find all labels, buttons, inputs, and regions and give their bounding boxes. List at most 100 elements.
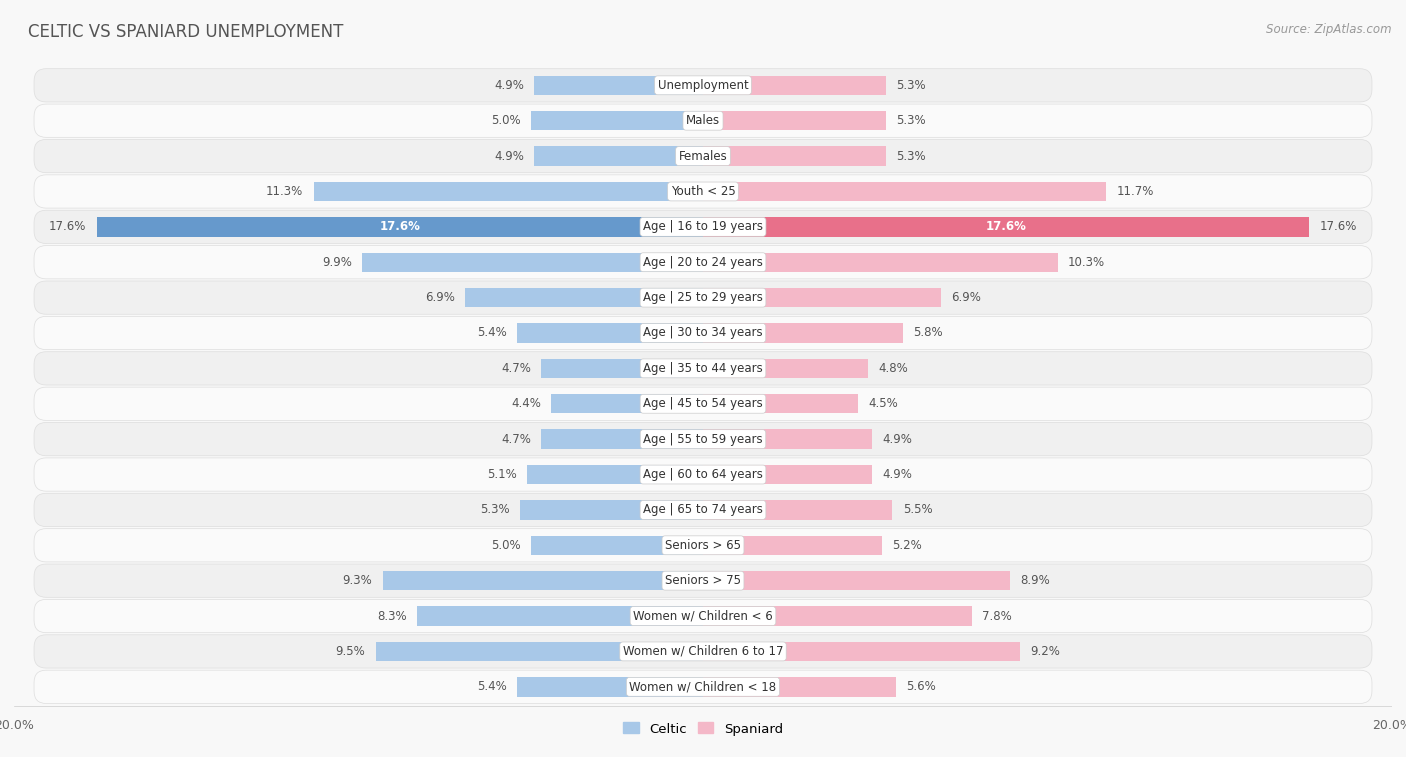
FancyBboxPatch shape	[34, 175, 1372, 208]
Text: Females: Females	[679, 150, 727, 163]
Text: Males: Males	[686, 114, 720, 127]
FancyBboxPatch shape	[34, 600, 1372, 633]
Bar	[520, 500, 703, 519]
FancyBboxPatch shape	[34, 528, 1372, 562]
Text: Women w/ Children < 6: Women w/ Children < 6	[633, 609, 773, 622]
Text: Age | 35 to 44 years: Age | 35 to 44 years	[643, 362, 763, 375]
Text: Age | 45 to 54 years: Age | 45 to 54 years	[643, 397, 763, 410]
Bar	[382, 571, 703, 590]
Text: 5.8%: 5.8%	[912, 326, 943, 339]
FancyBboxPatch shape	[34, 635, 1372, 668]
FancyBboxPatch shape	[34, 422, 1372, 456]
Bar	[703, 571, 1010, 590]
Text: 5.0%: 5.0%	[491, 114, 520, 127]
Bar	[517, 677, 703, 696]
Text: CELTIC VS SPANIARD UNEMPLOYMENT: CELTIC VS SPANIARD UNEMPLOYMENT	[28, 23, 343, 41]
Text: 5.6%: 5.6%	[907, 681, 936, 693]
Text: 11.7%: 11.7%	[1116, 185, 1154, 198]
Bar	[703, 429, 872, 449]
FancyBboxPatch shape	[34, 670, 1372, 703]
Text: Youth < 25: Youth < 25	[671, 185, 735, 198]
Text: 5.0%: 5.0%	[491, 539, 520, 552]
Bar	[531, 111, 703, 130]
Bar	[703, 182, 1107, 201]
Bar	[703, 253, 1057, 272]
FancyBboxPatch shape	[34, 69, 1372, 102]
Bar	[703, 76, 886, 95]
Bar	[541, 359, 703, 378]
Text: Age | 55 to 59 years: Age | 55 to 59 years	[643, 433, 763, 446]
Text: 17.6%: 17.6%	[380, 220, 420, 233]
Text: 4.5%: 4.5%	[869, 397, 898, 410]
Text: 6.9%: 6.9%	[950, 291, 981, 304]
Text: 11.3%: 11.3%	[266, 185, 304, 198]
Text: Age | 65 to 74 years: Age | 65 to 74 years	[643, 503, 763, 516]
Text: 9.9%: 9.9%	[322, 256, 352, 269]
Bar	[418, 606, 703, 626]
Bar	[375, 642, 703, 661]
Bar	[703, 642, 1019, 661]
Text: 17.6%: 17.6%	[1320, 220, 1357, 233]
Text: 4.7%: 4.7%	[501, 433, 531, 446]
FancyBboxPatch shape	[34, 387, 1372, 420]
Text: 9.2%: 9.2%	[1031, 645, 1060, 658]
Bar	[517, 323, 703, 343]
FancyBboxPatch shape	[34, 245, 1372, 279]
Text: 6.9%: 6.9%	[425, 291, 456, 304]
Bar	[703, 606, 972, 626]
FancyBboxPatch shape	[34, 104, 1372, 137]
Bar	[551, 394, 703, 413]
Text: 8.9%: 8.9%	[1019, 574, 1050, 587]
Bar	[703, 111, 886, 130]
Bar	[534, 76, 703, 95]
Text: Women w/ Children 6 to 17: Women w/ Children 6 to 17	[623, 645, 783, 658]
Bar	[703, 217, 1309, 237]
Text: 5.3%: 5.3%	[481, 503, 510, 516]
Text: 5.4%: 5.4%	[477, 681, 506, 693]
Text: Age | 25 to 29 years: Age | 25 to 29 years	[643, 291, 763, 304]
Bar	[703, 288, 941, 307]
Text: Age | 60 to 64 years: Age | 60 to 64 years	[643, 468, 763, 481]
Text: 17.6%: 17.6%	[986, 220, 1026, 233]
Bar	[314, 182, 703, 201]
Bar	[703, 500, 893, 519]
Text: 10.3%: 10.3%	[1069, 256, 1105, 269]
FancyBboxPatch shape	[34, 494, 1372, 527]
Text: 4.9%: 4.9%	[494, 79, 524, 92]
FancyBboxPatch shape	[34, 352, 1372, 385]
Text: 5.5%: 5.5%	[903, 503, 932, 516]
FancyBboxPatch shape	[34, 210, 1372, 244]
Text: 7.8%: 7.8%	[981, 609, 1012, 622]
Bar	[703, 146, 886, 166]
Bar	[703, 465, 872, 484]
Bar	[97, 217, 703, 237]
Text: 5.1%: 5.1%	[488, 468, 517, 481]
Bar	[703, 535, 882, 555]
Text: Seniors > 65: Seniors > 65	[665, 539, 741, 552]
Bar	[531, 535, 703, 555]
Text: Unemployment: Unemployment	[658, 79, 748, 92]
Bar	[465, 288, 703, 307]
Text: 5.3%: 5.3%	[896, 150, 925, 163]
Text: 4.4%: 4.4%	[512, 397, 541, 410]
FancyBboxPatch shape	[34, 316, 1372, 350]
Text: Seniors > 75: Seniors > 75	[665, 574, 741, 587]
Bar	[703, 394, 858, 413]
Text: Women w/ Children < 18: Women w/ Children < 18	[630, 681, 776, 693]
Text: Age | 16 to 19 years: Age | 16 to 19 years	[643, 220, 763, 233]
Text: 4.9%: 4.9%	[494, 150, 524, 163]
Text: 4.9%: 4.9%	[882, 468, 912, 481]
Text: 5.2%: 5.2%	[893, 539, 922, 552]
Bar	[703, 359, 869, 378]
Text: 8.3%: 8.3%	[377, 609, 406, 622]
Text: 9.3%: 9.3%	[343, 574, 373, 587]
Text: Age | 30 to 34 years: Age | 30 to 34 years	[643, 326, 763, 339]
Bar	[703, 323, 903, 343]
Bar	[703, 677, 896, 696]
FancyBboxPatch shape	[34, 139, 1372, 173]
Text: 5.3%: 5.3%	[896, 114, 925, 127]
Bar	[361, 253, 703, 272]
Text: 4.7%: 4.7%	[501, 362, 531, 375]
Text: 5.3%: 5.3%	[896, 79, 925, 92]
Text: 4.8%: 4.8%	[879, 362, 908, 375]
